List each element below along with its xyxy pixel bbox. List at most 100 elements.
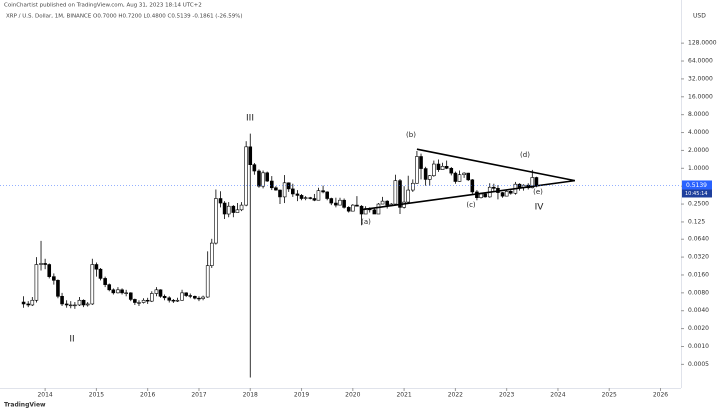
y-tick-label: 0.0080 xyxy=(688,289,709,296)
candle-body xyxy=(154,289,159,294)
candle-body xyxy=(56,280,60,297)
candle-body xyxy=(470,179,475,193)
candle-body xyxy=(30,299,35,306)
candle-body xyxy=(222,202,227,215)
candle-body xyxy=(299,195,304,199)
candle-body xyxy=(81,299,86,306)
y-tick-label: 64.0000 xyxy=(688,58,713,65)
trendline xyxy=(360,179,575,211)
candle-body xyxy=(103,278,107,285)
candle-body xyxy=(158,289,163,297)
y-tick-label: 0.0010 xyxy=(688,343,709,350)
x-tick-label: 2026 xyxy=(653,392,668,399)
candle-body xyxy=(52,276,56,281)
y-tick-label: 4.0000 xyxy=(688,129,709,136)
candle-body xyxy=(149,293,154,302)
candle-body xyxy=(282,182,287,198)
candle-body xyxy=(436,163,441,170)
x-tick-label: 2022 xyxy=(448,392,463,399)
candle-body xyxy=(257,170,261,187)
candle-body xyxy=(457,174,462,182)
candle-body xyxy=(278,189,282,198)
candle-body xyxy=(218,198,223,204)
candle-body xyxy=(124,292,128,294)
candle-body xyxy=(286,182,291,190)
candle-body xyxy=(355,204,359,207)
symbol-line: XRP / U.S. Dollar, 1M, BINANCE O0.7000 H… xyxy=(6,14,243,20)
candle-body xyxy=(504,191,509,197)
trendline xyxy=(416,148,576,182)
y-tick-label: 0.0320 xyxy=(688,254,709,261)
publisher-line: CoinChartist published on TradingView.co… xyxy=(4,3,202,9)
y-tick-label: 0.0020 xyxy=(688,325,709,332)
candle-body xyxy=(342,199,346,208)
candle-body xyxy=(380,200,385,205)
candle-body xyxy=(43,263,47,265)
candle-body xyxy=(303,197,308,199)
y-tick-label: 0.0040 xyxy=(688,307,709,314)
candle-body xyxy=(449,168,454,174)
candle-body xyxy=(39,263,43,265)
candle-body xyxy=(530,177,535,189)
candle-body xyxy=(398,180,402,208)
x-tick-label: 2023 xyxy=(499,392,514,399)
candle-body xyxy=(193,295,197,299)
y-tick-label: 1.0000 xyxy=(688,165,709,172)
wave-label: (b) xyxy=(406,131,416,139)
candle-body xyxy=(466,172,471,181)
candle-body xyxy=(427,175,432,180)
candle-body xyxy=(329,198,334,204)
y-tick-label: 0.0640 xyxy=(688,236,709,243)
candle-body xyxy=(73,304,77,307)
candle-body xyxy=(26,303,31,306)
candle-body xyxy=(137,302,141,304)
candle-body xyxy=(171,299,176,302)
candle-body xyxy=(90,264,95,305)
candle-body xyxy=(334,202,338,206)
x-tick-label: 2014 xyxy=(37,392,52,399)
candle-body xyxy=(235,209,240,213)
candle-body xyxy=(94,264,99,270)
candle-body xyxy=(291,188,295,195)
wave-label: III xyxy=(246,114,254,124)
currency: USD xyxy=(693,13,706,20)
candle-body xyxy=(239,204,244,211)
candle-body xyxy=(98,268,103,279)
y-tick-label: 128.0000 xyxy=(688,40,717,47)
candle-body xyxy=(534,177,539,186)
wave-label: (d) xyxy=(520,151,530,159)
candle-body xyxy=(180,292,184,301)
candle-body xyxy=(479,193,483,198)
candle-body xyxy=(308,197,313,199)
candle-body xyxy=(453,172,458,182)
candle-body xyxy=(432,163,436,177)
candle-body xyxy=(252,164,257,172)
candle-body xyxy=(167,297,172,301)
wave-label: (e) xyxy=(533,188,543,196)
candle-body xyxy=(197,297,201,300)
candle-body xyxy=(205,265,210,298)
candle-body xyxy=(351,204,355,212)
candle-body xyxy=(133,299,137,303)
wave-label: (a) xyxy=(361,218,371,226)
candle-body xyxy=(444,166,449,169)
y-tick-label: 0.125 xyxy=(688,218,705,225)
candle-body xyxy=(346,207,351,212)
candle-body xyxy=(188,295,193,297)
wave-label: II xyxy=(69,335,74,345)
candle-body xyxy=(415,156,419,184)
candle-body xyxy=(128,292,133,300)
y-tick-label: 16.0000 xyxy=(688,93,713,100)
candle-body xyxy=(214,198,218,244)
candle-body xyxy=(107,284,112,291)
candle-body xyxy=(162,295,167,299)
x-tick-label: 2025 xyxy=(602,392,617,399)
candle-body xyxy=(261,172,265,187)
y-tick-label: 8.0000 xyxy=(688,111,709,118)
candle-body xyxy=(85,303,90,306)
countdown-label: 10:45:14 xyxy=(685,191,707,197)
candle-body xyxy=(385,200,389,206)
candle-body xyxy=(419,156,423,169)
